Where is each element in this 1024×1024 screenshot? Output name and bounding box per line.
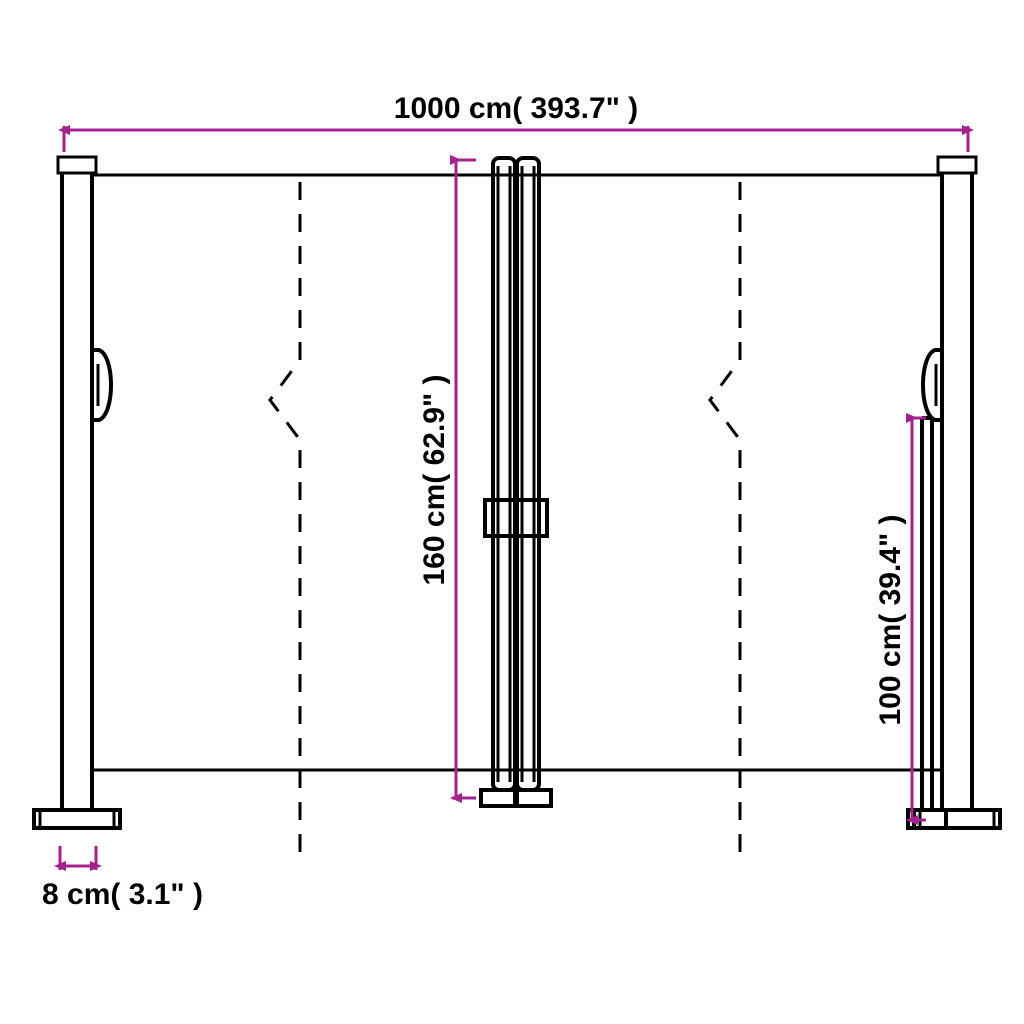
dimension-depth-label: 8 cm( 3.1" ): [42, 878, 203, 911]
dimension-pole-label: 100 cm( 39.4" ): [874, 514, 907, 725]
dimension-height-label: 160 cm( 62.9" ): [418, 374, 451, 585]
dimension-width-label: 1000 cm( 393.7" ): [394, 92, 638, 125]
